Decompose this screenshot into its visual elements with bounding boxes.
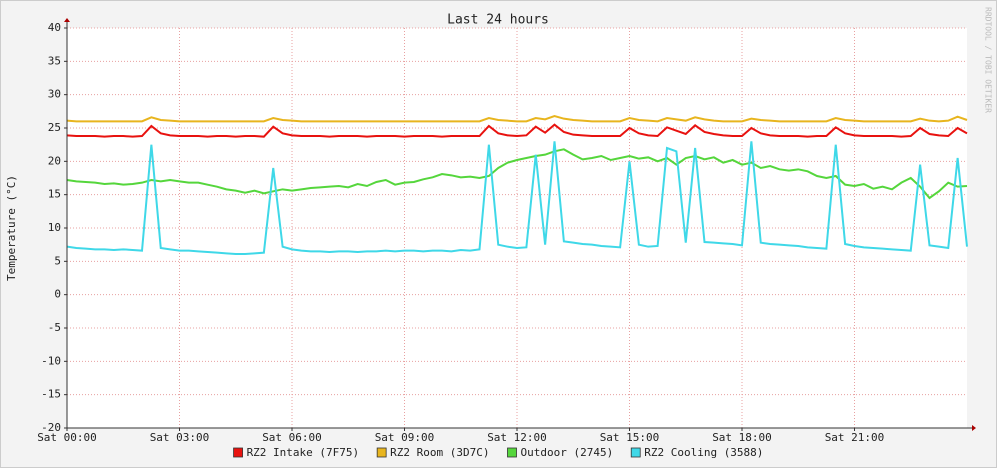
series-line <box>66 114 968 123</box>
legend-item: RZ2 Intake (7F75) <box>233 446 360 459</box>
legend-label: Outdoor (2745) <box>521 446 614 459</box>
series-line <box>66 141 968 255</box>
x-tick-label: Sat 15:00 <box>600 431 660 444</box>
legend-label: RZ2 Intake (7F75) <box>247 446 360 459</box>
legend-swatch <box>376 447 387 458</box>
y-tick-label: 15 <box>48 188 61 201</box>
chart-title: Last 24 hours <box>447 13 549 28</box>
series-line <box>66 123 968 138</box>
legend-item: RZ2 Room (3D7C) <box>376 446 490 459</box>
series-line <box>66 148 968 200</box>
y-tick-label: 5 <box>54 254 61 267</box>
y-tick-label: -10 <box>41 354 61 367</box>
legend: RZ2 Intake (7F75) RZ2 Room (3D7C) Outdoor … <box>233 446 763 459</box>
y-tick-label: 35 <box>48 54 61 67</box>
legend-label: RZ2 Cooling (3588) <box>644 446 763 459</box>
legend-swatch <box>233 447 243 458</box>
y-axis-arrow <box>64 18 70 22</box>
y-tick-label: 25 <box>48 121 61 134</box>
y-tick-label: -5 <box>48 321 61 334</box>
x-tick-label: Sat 18:00 <box>712 431 772 444</box>
x-tick-label: Sat 06:00 <box>262 431 322 444</box>
y-tick-label: 20 <box>48 154 61 167</box>
x-tick-label: Sat 03:00 <box>150 431 210 444</box>
x-axis-arrow <box>972 425 976 431</box>
y-axis-label: Temperature (°C) <box>5 175 18 281</box>
y-tick-label: -15 <box>41 388 61 401</box>
y-tick-label: 10 <box>48 221 61 234</box>
series-lines <box>66 114 968 255</box>
x-tick-label: Sat 12:00 <box>487 431 547 444</box>
legend-swatch <box>630 447 641 458</box>
y-tick-label: 0 <box>54 288 61 301</box>
x-tick-label: Sat 21:00 <box>825 431 885 444</box>
y-tick-label: 30 <box>48 88 61 101</box>
x-tick-label: Sat 09:00 <box>375 431 435 444</box>
legend-label: RZ2 Room (3D7C) <box>390 446 489 459</box>
watermark: RRDTOOL / TOBI OETIKER <box>984 7 993 113</box>
y-tick-label: 40 <box>48 21 61 34</box>
legend-swatch <box>507 447 517 458</box>
grid <box>64 27 967 431</box>
legend-item: RZ2 Cooling (3588) <box>630 446 763 459</box>
x-tick-label: Sat 00:00 <box>37 431 97 444</box>
y-tick-label: -20 <box>41 421 61 434</box>
legend-item: Outdoor (2745) <box>507 446 614 459</box>
